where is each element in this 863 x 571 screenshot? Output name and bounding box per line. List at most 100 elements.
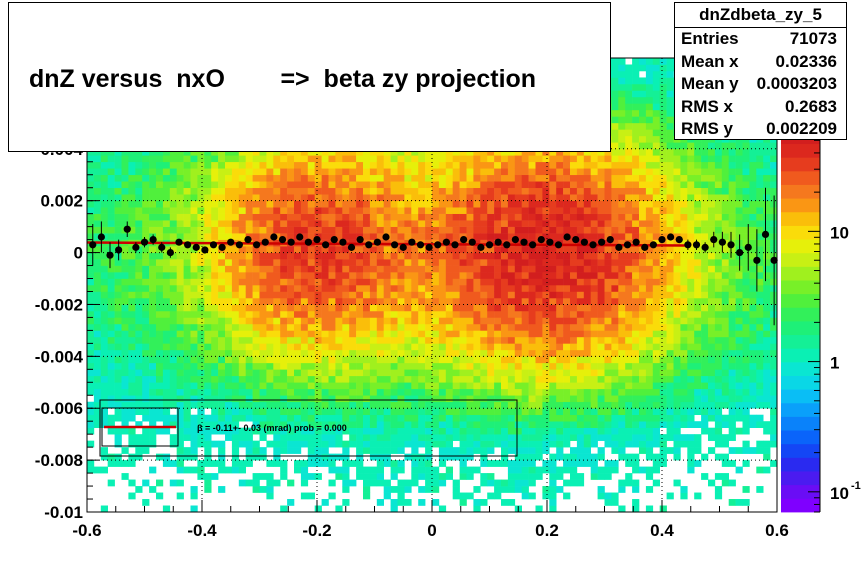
heatmap-cell [556,453,564,461]
heatmap-cell [266,323,274,331]
heatmap-cell [300,194,309,201]
heatmap-cell [604,265,612,273]
heatmap-cell [93,285,102,292]
heatmap-cell [107,330,115,338]
heatmap-cell [307,174,315,182]
heatmap-cell [231,259,240,266]
heatmap-cell [438,349,447,357]
heatmap-cell [397,421,405,428]
heatmap-cell [611,122,619,130]
heatmap-cell [611,492,619,500]
heatmap-cell [604,174,612,182]
heatmap-cell [252,252,260,260]
heatmap-cell [238,369,246,377]
heatmap-cell [438,213,447,221]
heatmap-cell [432,297,440,305]
heatmap-cell [501,447,509,454]
heatmap-cell [590,252,598,260]
heatmap-cell [321,440,329,448]
heatmap-cell [190,382,198,390]
heatmap-cell [535,362,543,370]
heatmap-cell [487,382,495,390]
heatmap-cell [107,310,115,318]
heatmap-cell [204,486,212,493]
heatmap-cell [528,174,536,182]
heatmap-cell [411,168,419,176]
heatmap-cell [245,356,253,364]
heatmap-cell [542,317,550,325]
heatmap-cell [618,453,626,461]
heatmap-cell [259,285,267,292]
heatmap-cell [300,421,309,428]
heatmap-cell [604,408,612,416]
heatmap-cell [604,148,612,156]
heatmap-cell [549,505,557,513]
heatmap-cell [218,220,226,227]
heatmap-cell [611,116,619,124]
heatmap-cell [121,330,129,338]
heatmap-cell [335,505,343,513]
heatmap-cell [583,375,591,383]
heatmap-cell [438,369,447,377]
heatmap-cell [183,388,191,396]
heatmap-cell [142,200,150,208]
heatmap-cell [507,369,516,377]
heatmap-cell [197,440,205,448]
heatmap-cell [176,388,184,396]
heatmap-cell [404,349,412,357]
heatmap-cell [369,148,378,156]
heatmap-cell [349,395,357,403]
heatmap-cell [225,272,233,279]
heatmap-cell [252,233,260,240]
heatmap-cell [197,291,205,299]
heatmap-cell [590,168,598,176]
heatmap-cell [328,252,336,260]
heatmap-cell [142,408,150,416]
heatmap-cell [576,213,585,221]
heatmap-cell [535,207,543,214]
heatmap-cell [259,447,267,454]
heatmap-cell [604,285,612,292]
heatmap-cell [466,181,474,189]
heatmap-cell [473,310,481,318]
heatmap-cell [287,304,295,312]
heatmap-cell [583,421,591,428]
heatmap-cell [487,323,495,331]
heatmap-cell [363,252,371,260]
heatmap-cell [459,174,467,182]
heatmap-cell [190,414,198,422]
heatmap-cell [438,427,447,435]
heatmap-cell [190,440,198,448]
heatmap-cell [342,486,350,493]
heatmap-cell [521,194,529,201]
heatmap-cell [363,369,371,377]
heatmap-cell [611,142,619,150]
heatmap-cell [245,362,253,370]
heatmap-cell [114,304,122,312]
heatmap-cell [176,460,184,467]
heatmap-cell [418,388,426,396]
heatmap-cell [259,148,267,156]
heatmap-cell [507,408,516,416]
heatmap-cell [252,161,260,169]
heatmap-cell [294,388,302,396]
heatmap-cell [231,336,240,344]
heatmap-cell [576,447,585,454]
heatmap-cell [128,427,136,435]
heatmap-cell [294,414,302,422]
heatmap-cell [231,297,240,305]
heatmap-cell [473,259,481,266]
heatmap-cell [300,356,309,364]
heatmap-cell [376,388,384,396]
heatmap-cell [549,291,557,299]
heatmap-cell [590,148,598,156]
heatmap-cell [418,356,426,364]
heatmap-cell [383,460,391,467]
heatmap-cell [107,382,115,390]
heatmap-cell [149,252,157,260]
heatmap-cell [135,401,143,409]
heatmap-cell [528,492,536,500]
heatmap-cell [425,323,433,331]
heatmap-cell [459,395,467,403]
heatmap-cell [466,233,474,240]
